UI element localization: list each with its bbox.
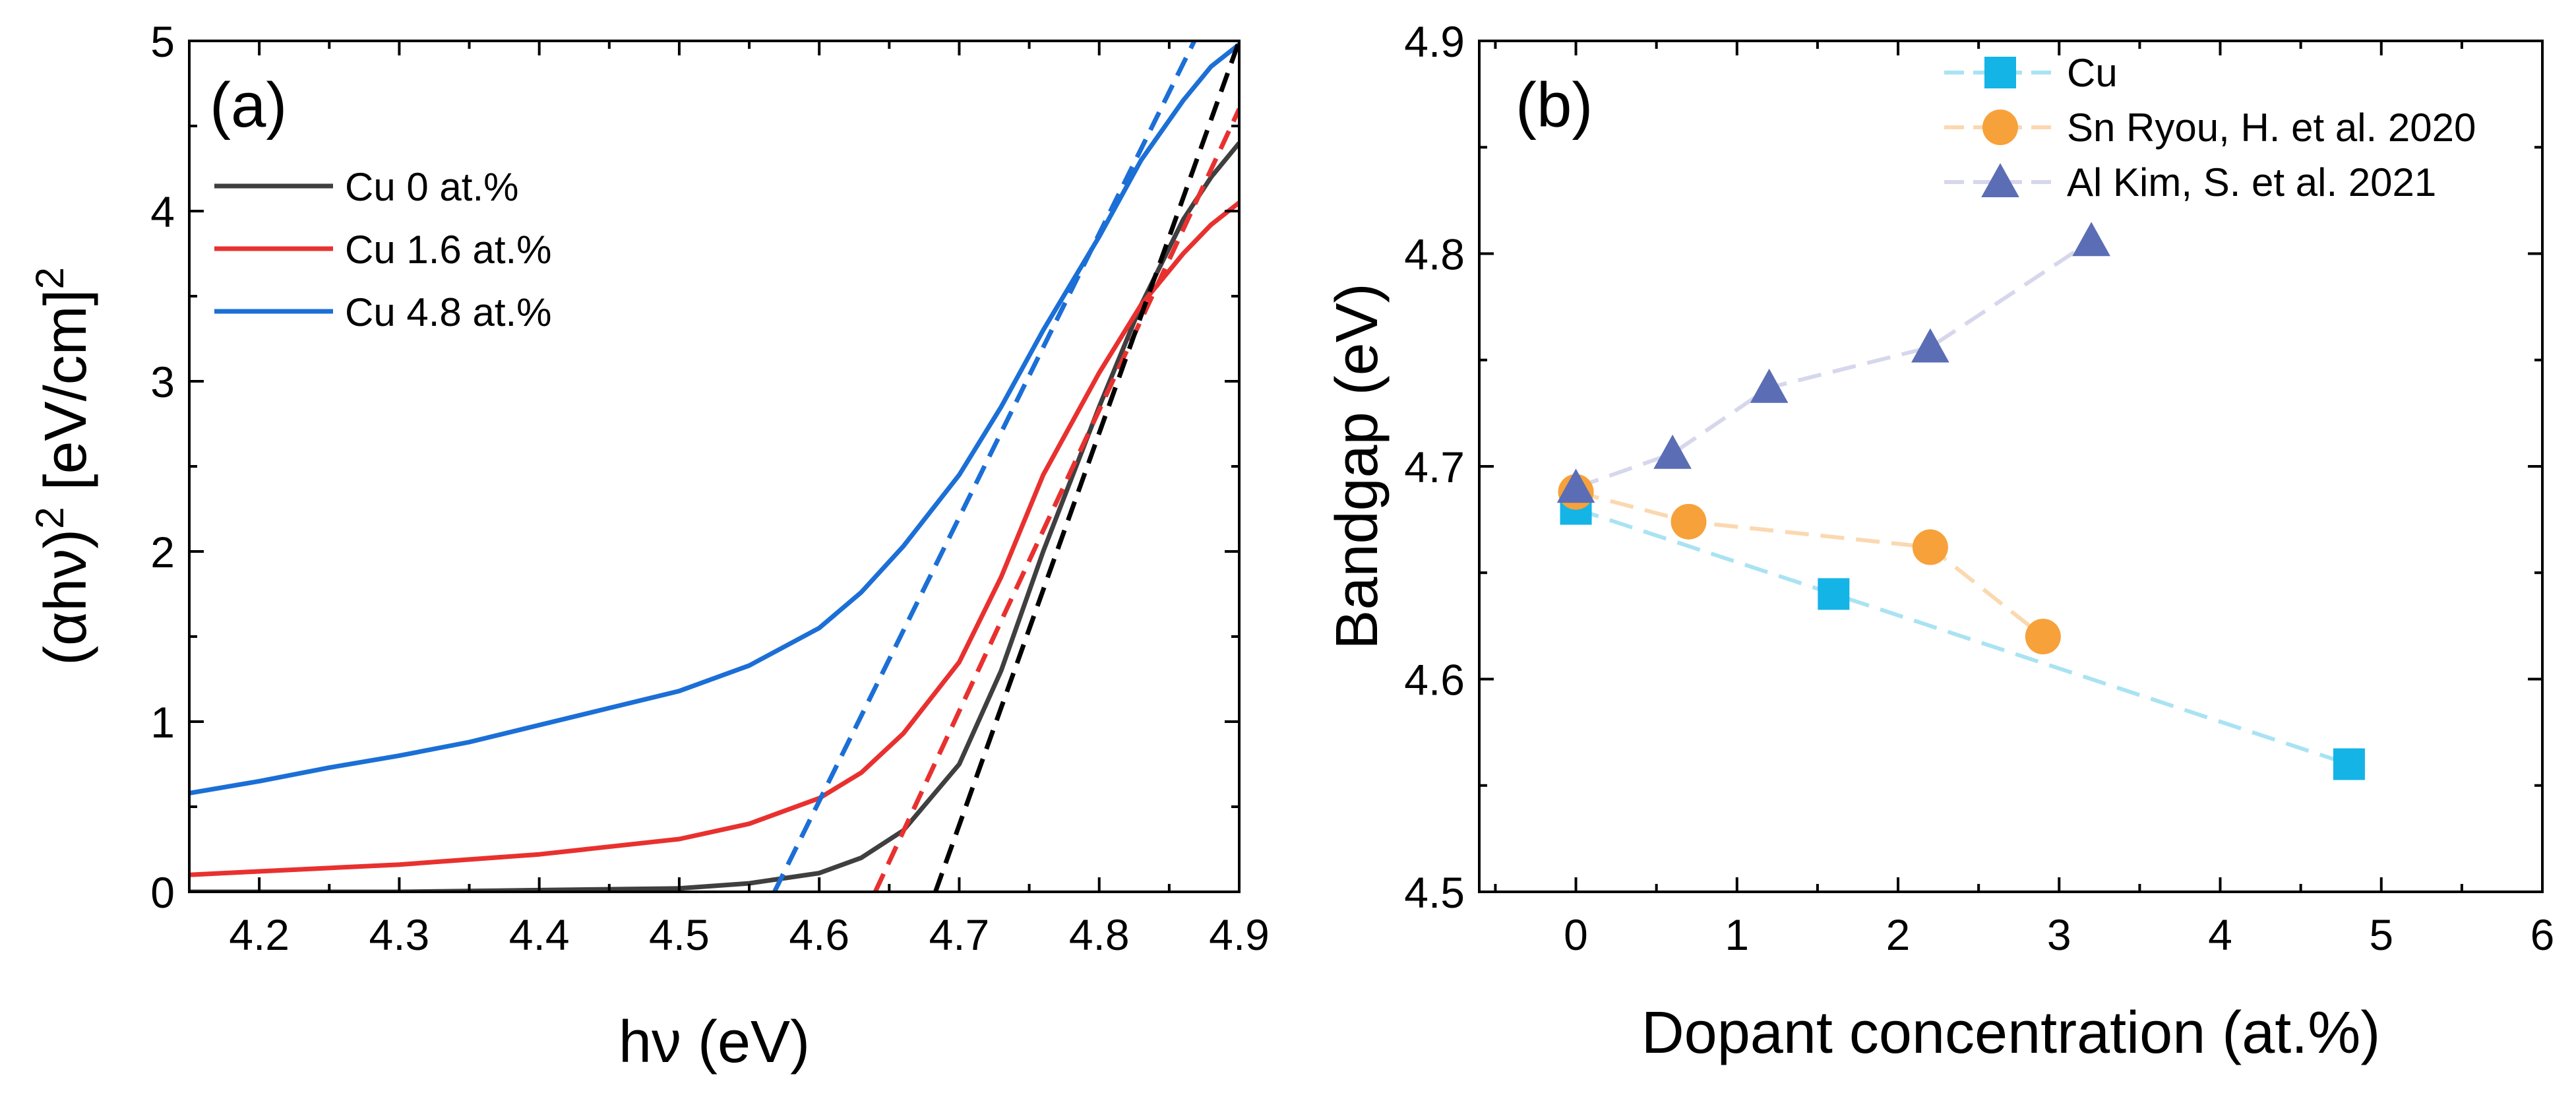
series-line-1	[189, 201, 1239, 877]
chart-b-xlabel: Dopant concentration (at.%)	[1641, 1000, 2381, 1066]
chart-a-legend: Cu 0 at.% Cu 1.6 at.% Cu 4.8 at.%	[214, 165, 552, 334]
x-tick-label: 4.8	[1069, 910, 1130, 959]
x-tick-label: 0	[1564, 910, 1588, 959]
chart-a-panel-label: (a)	[210, 70, 287, 141]
legend-label-0: Cu	[2067, 51, 2118, 95]
ylabel-sup1: 2	[28, 507, 72, 529]
ylabel-sup2: 2	[28, 267, 72, 289]
fit-line-2	[933, 41, 1239, 892]
y-tick-label: 4	[150, 187, 175, 236]
data-point-2-0	[1556, 468, 1595, 503]
x-tick-label: 3	[2047, 910, 2071, 959]
legend-marker-1	[1982, 110, 2018, 145]
series-line-0	[1575, 507, 2350, 766]
chart-b-legend: Cu Sn Ryou, H. et al. 2020 Al Kim, S. et a…	[1944, 51, 2476, 204]
x-tick-label: 1	[1725, 910, 1749, 959]
x-tick-label: 5	[2369, 910, 2393, 959]
y-tick-label: 4.9	[1404, 17, 1465, 66]
ylabel-main: (αhν)	[33, 529, 99, 666]
series-line-2	[189, 42, 1239, 796]
x-tick-label: 4.2	[229, 910, 290, 959]
y-tick-label: 3	[150, 358, 175, 406]
y-tick-label: 1	[150, 698, 175, 747]
legend-label-2: Cu 4.8 at.%	[345, 290, 552, 334]
x-tick-label: 2	[1886, 910, 1911, 959]
x-tick-label: 6	[2530, 910, 2555, 959]
y-tick-label: 5	[150, 17, 175, 66]
y-tick-label: 4.6	[1404, 656, 1465, 704]
x-tick-label: 4.9	[1209, 910, 1270, 959]
x-tick-label: 4.4	[509, 910, 570, 959]
data-point-0-2	[2333, 748, 2365, 780]
chart-b-plot-area	[1556, 222, 2365, 780]
chart-a-xlabel: hν (eV)	[619, 1009, 810, 1075]
y-tick-label: 4.5	[1404, 868, 1465, 917]
y-tick-label: 0	[150, 868, 175, 917]
data-point-1-3	[2025, 619, 2061, 654]
x-tick-label: 4.5	[649, 910, 710, 959]
fit-line-0	[772, 41, 1197, 892]
legend-label-1: Cu 1.6 at.%	[345, 228, 552, 272]
chart-a-ticks: 4.2 4.3 4.4 4.5 4.6 4.7 4.8 4.9 0 1 2 3 4 5	[150, 17, 1270, 959]
chart-a-ylabel: (αhν)2 [eV/cm]2	[28, 267, 99, 666]
data-point-1-1	[1671, 503, 1707, 540]
data-point-0-1	[1818, 578, 1850, 610]
data-point-2-4	[2072, 222, 2110, 257]
y-tick-label: 4.8	[1404, 230, 1465, 279]
chart-b-panel-label: (b)	[1516, 70, 1593, 141]
chart-a: 4.2 4.3 4.4 4.5 4.6 4.7 4.8 4.9 0 1 2 3 4 5 (a) Cu 0 …	[28, 17, 1270, 1075]
series-line-1	[1575, 489, 2044, 639]
fit-line-1	[873, 108, 1239, 892]
legend-marker-0	[1984, 57, 2016, 88]
ylabel-unit: [eV/cm]	[33, 289, 99, 507]
legend-label-2: Al Kim, S. et al. 2021	[2067, 160, 2436, 204]
x-tick-label: 4.7	[929, 910, 990, 959]
y-tick-label: 4.7	[1404, 443, 1465, 491]
data-point-2-3	[1911, 328, 1949, 363]
x-tick-label: 4.3	[369, 910, 430, 959]
data-point-1-2	[1912, 529, 1948, 565]
chart-b-ticks: 0 1 2 3 4 5 6 4.5 4.6 4.7 4.8 4.9	[1404, 17, 2554, 959]
legend-marker-2	[1981, 163, 2019, 198]
chart-a-plot-area	[189, 41, 1239, 892]
chart-b-ylabel: Bandgap (eV)	[1324, 283, 1390, 649]
chart-b: 0 1 2 3 4 5 6 4.5 4.6 4.7 4.8 4.9 (b) Cu Sn Ryou, H.…	[1324, 17, 2554, 1066]
y-tick-label: 2	[150, 528, 175, 577]
data-point-2-2	[1750, 368, 1789, 403]
x-tick-label: 4	[2208, 910, 2232, 959]
legend-label-1: Sn Ryou, H. et al. 2020	[2067, 106, 2476, 150]
data-point-2-1	[1653, 434, 1692, 469]
legend-label-0: Cu 0 at.%	[345, 165, 518, 209]
x-tick-label: 4.6	[789, 910, 849, 959]
series-line-2	[1575, 239, 2093, 490]
